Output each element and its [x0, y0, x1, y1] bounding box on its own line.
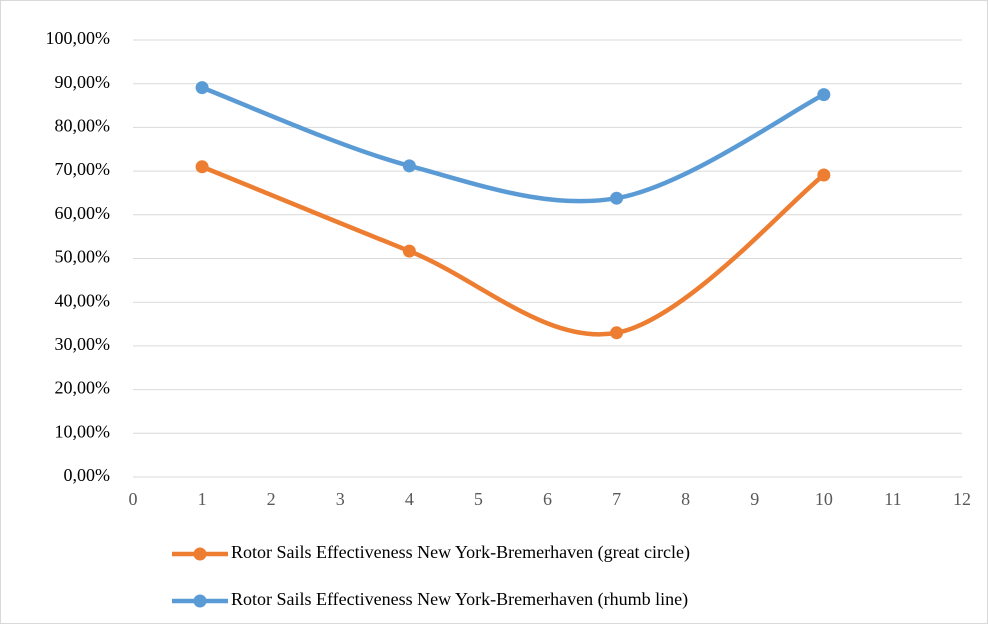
legend-marker [193, 547, 207, 561]
x-tick-label: 9 [750, 489, 759, 509]
x-tick-label: 8 [681, 489, 690, 509]
x-tick-label: 3 [336, 489, 345, 509]
y-tick-label: 100,00% [46, 28, 111, 48]
x-tick-label: 6 [543, 489, 552, 509]
y-tick-label: 50,00% [55, 247, 111, 267]
x-tick-label: 1 [198, 489, 207, 509]
point [402, 244, 416, 258]
y-tick-label: 30,00% [55, 334, 111, 354]
point [817, 168, 831, 182]
y-tick-label: 20,00% [55, 378, 111, 398]
x-tick-label: 0 [129, 489, 138, 509]
point [610, 191, 624, 205]
x-tick-label: 4 [405, 489, 414, 509]
y-tick-label: 10,00% [55, 421, 111, 441]
point [195, 160, 209, 174]
legend-marker [193, 594, 207, 608]
point [195, 81, 209, 95]
x-tick-label: 10 [815, 489, 833, 509]
x-tick-label: 11 [884, 489, 901, 509]
point [817, 88, 831, 102]
x-tick-label: 12 [953, 489, 971, 509]
y-tick-label: 60,00% [55, 203, 111, 223]
series-line [199, 164, 827, 337]
y-tick-label: 70,00% [55, 159, 111, 179]
point [610, 326, 624, 340]
y-tick-label: 80,00% [55, 116, 111, 136]
x-tick-label: 5 [474, 489, 483, 509]
y-tick-label: 40,00% [55, 290, 111, 310]
y-tick-label: 90,00% [55, 72, 111, 92]
legend-label: Rotor Sails Effectiveness New York-Breme… [231, 589, 688, 610]
x-tick-label: 2 [267, 489, 276, 509]
point [402, 159, 416, 173]
y-tick-label: 0,00% [64, 465, 111, 485]
series-line [199, 85, 827, 204]
legend-label: Rotor Sails Effectiveness New York-Breme… [231, 542, 690, 563]
x-tick-label: 7 [612, 489, 621, 509]
